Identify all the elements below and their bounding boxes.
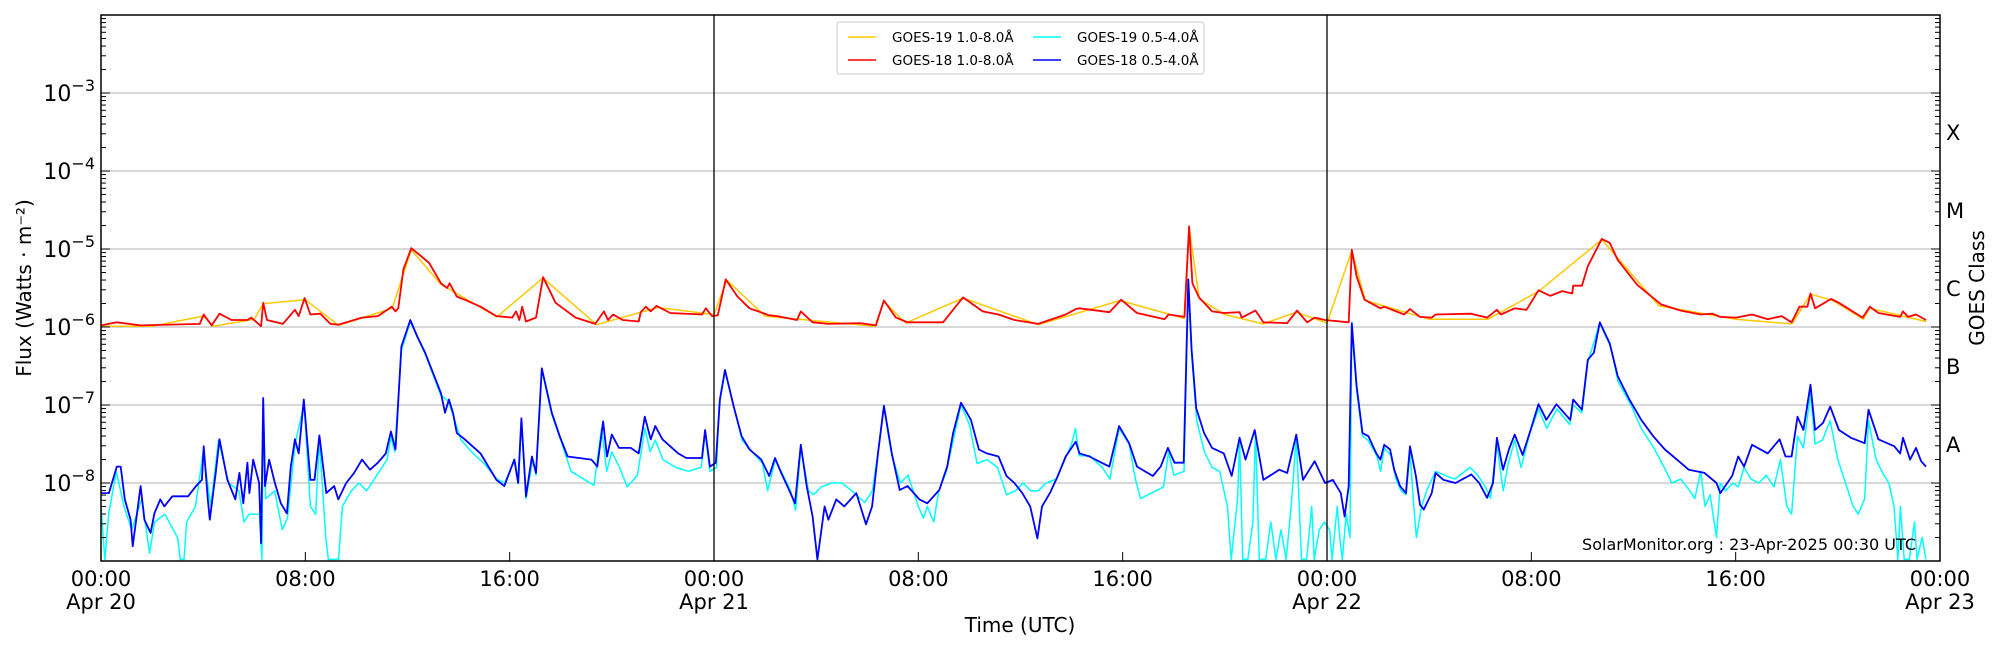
goes-class-labels: X M C B A: [1946, 121, 1964, 457]
series-line-goes-18-0-5-4-0-: [101, 278, 1927, 561]
y-tick-label: 10−3: [43, 76, 95, 107]
legend-label: GOES-18 1.0-8.0Å: [892, 52, 1014, 69]
y-tick-label: 10−5: [43, 232, 95, 263]
axis-ticks: [100, 14, 1941, 562]
series-line-goes-19-1-0-8-0-: [101, 226, 1927, 327]
y-tick-label: 10−6: [43, 310, 95, 341]
x-tick-time: 00:00: [71, 567, 132, 591]
plot-frame: [100, 14, 1941, 562]
x-tick-date: Apr 20: [66, 590, 136, 614]
x-tick-time: 00:00: [1910, 567, 1971, 591]
y-axis-label: Flux (Watts · m⁻²): [12, 199, 36, 377]
y-tick-labels: 10−3 10−4 10−5 10−6 10−7 10−8: [43, 76, 95, 497]
x-tick-date: Apr 21: [679, 590, 749, 614]
x-tick-time: 16:00: [1092, 567, 1153, 591]
series-group: [101, 225, 1927, 561]
x-tick-time: 16:00: [1705, 567, 1766, 591]
x-tick-time: 00:00: [684, 567, 745, 591]
y2-axis-label: GOES Class: [1965, 230, 1989, 346]
legend-label: GOES-19 1.0-8.0Å: [892, 29, 1014, 46]
goes-class-label: C: [1946, 277, 1961, 301]
x-tick-date: Apr 22: [1292, 590, 1362, 614]
y-tick-label: 10−7: [43, 388, 95, 419]
goes-class-label: M: [1946, 199, 1964, 223]
goes-class-label: B: [1946, 355, 1960, 379]
day-boundary-lines: [713, 15, 1328, 561]
x-axis-label: Time (UTC): [964, 613, 1076, 637]
x-tick-time: 08:00: [1501, 567, 1562, 591]
x-tick-time: 08:00: [888, 567, 949, 591]
legend: GOES-19 1.0-8.0Å GOES-18 1.0-8.0Å GOES-19 …: [836, 21, 1205, 75]
goes-class-label: A: [1946, 433, 1961, 457]
grid-lines: [101, 92, 1940, 484]
legend-label: GOES-18 0.5-4.0Å: [1077, 52, 1199, 69]
x-tick-time: 16:00: [479, 567, 540, 591]
series-line-goes-18-1-0-8-0-: [101, 225, 1927, 328]
x-tick-date: Apr 23: [1905, 590, 1975, 614]
legend-box: [836, 21, 1205, 75]
legend-label: GOES-19 0.5-4.0Å: [1077, 29, 1199, 46]
series-line-goes-19-0-5-4-0-: [101, 281, 1927, 561]
y-tick-label: 10−4: [43, 154, 95, 185]
y-tick-label: 10−8: [43, 466, 95, 497]
x-tick-time: 08:00: [275, 567, 336, 591]
goes-class-label: X: [1946, 121, 1960, 145]
timestamp-annotation: SolarMonitor.org : 23-Apr-2025 00:30 UTC: [1582, 535, 1916, 554]
x-tick-time: 00:00: [1297, 567, 1358, 591]
